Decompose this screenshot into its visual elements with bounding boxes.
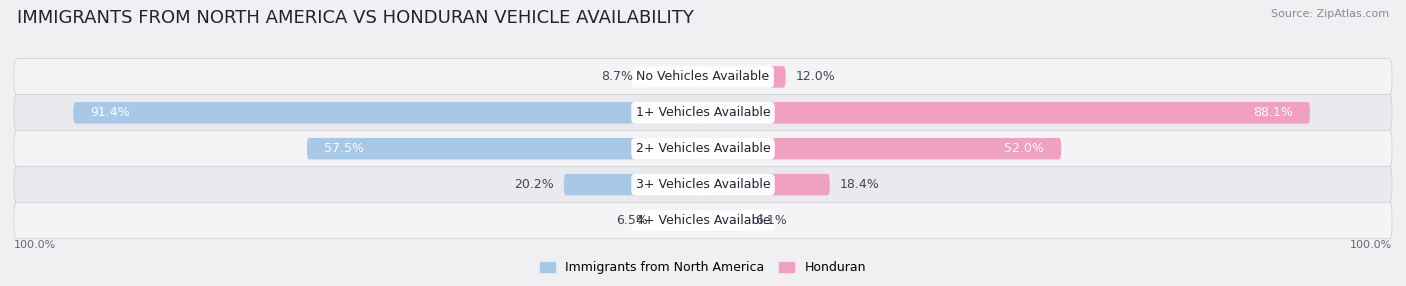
- FancyBboxPatch shape: [14, 166, 1392, 203]
- FancyBboxPatch shape: [658, 210, 703, 231]
- FancyBboxPatch shape: [564, 174, 703, 195]
- Text: IMMIGRANTS FROM NORTH AMERICA VS HONDURAN VEHICLE AVAILABILITY: IMMIGRANTS FROM NORTH AMERICA VS HONDURA…: [17, 9, 693, 27]
- Text: 6.1%: 6.1%: [755, 214, 787, 227]
- FancyBboxPatch shape: [307, 138, 703, 160]
- FancyBboxPatch shape: [14, 59, 1392, 95]
- Text: 20.2%: 20.2%: [513, 178, 554, 191]
- Text: 8.7%: 8.7%: [600, 70, 633, 84]
- Text: 88.1%: 88.1%: [1253, 106, 1292, 119]
- Text: No Vehicles Available: No Vehicles Available: [637, 70, 769, 84]
- FancyBboxPatch shape: [643, 66, 703, 88]
- Text: 4+ Vehicles Available: 4+ Vehicles Available: [636, 214, 770, 227]
- FancyBboxPatch shape: [14, 130, 1392, 167]
- FancyBboxPatch shape: [14, 95, 1392, 131]
- Legend: Immigrants from North America, Honduran: Immigrants from North America, Honduran: [540, 261, 866, 274]
- FancyBboxPatch shape: [703, 174, 830, 195]
- FancyBboxPatch shape: [703, 102, 1310, 124]
- Text: 2+ Vehicles Available: 2+ Vehicles Available: [636, 142, 770, 155]
- FancyBboxPatch shape: [703, 66, 786, 88]
- Text: 100.0%: 100.0%: [14, 240, 56, 250]
- FancyBboxPatch shape: [703, 210, 745, 231]
- FancyBboxPatch shape: [73, 102, 703, 124]
- Text: 18.4%: 18.4%: [841, 178, 880, 191]
- Text: 6.5%: 6.5%: [616, 214, 648, 227]
- Text: 57.5%: 57.5%: [323, 142, 364, 155]
- Text: 91.4%: 91.4%: [90, 106, 131, 119]
- Text: Source: ZipAtlas.com: Source: ZipAtlas.com: [1271, 9, 1389, 19]
- Text: 1+ Vehicles Available: 1+ Vehicles Available: [636, 106, 770, 119]
- FancyBboxPatch shape: [703, 138, 1062, 160]
- FancyBboxPatch shape: [14, 202, 1392, 239]
- Text: 3+ Vehicles Available: 3+ Vehicles Available: [636, 178, 770, 191]
- Text: 100.0%: 100.0%: [1350, 240, 1392, 250]
- Text: 12.0%: 12.0%: [796, 70, 835, 84]
- Text: 52.0%: 52.0%: [1004, 142, 1045, 155]
